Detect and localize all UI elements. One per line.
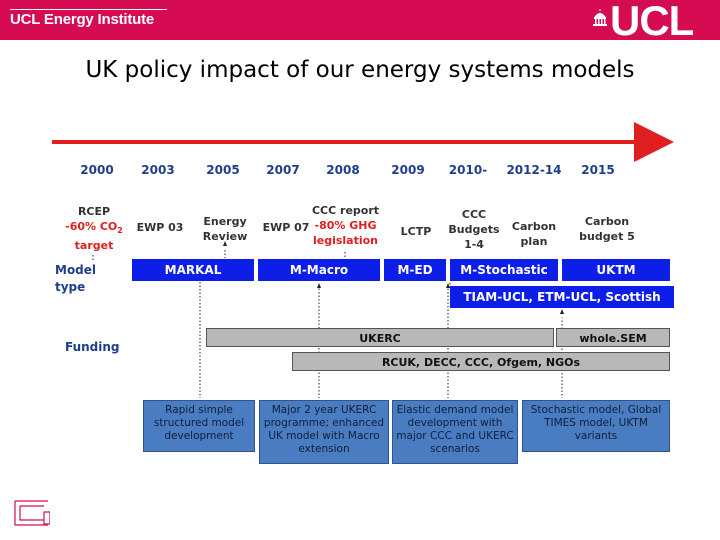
event-energy-review: Energy Review: [202, 215, 248, 243]
model-m-stochastic: M-Stochastic: [450, 259, 558, 281]
brand-underline: [10, 9, 167, 10]
funding-whole-sem: whole.SEM: [556, 328, 670, 347]
ucl-logo: UCL: [610, 0, 694, 44]
year-2000: 2000: [80, 163, 114, 177]
year-2015: 2015: [581, 163, 615, 177]
brand-name: UCL Energy Institute: [10, 11, 155, 28]
funding-rcuk-decc-ccc: RCUK, DECC, CCC, Ofgem, NGOs: [292, 352, 670, 371]
model-m-macro: M-Macro: [258, 259, 380, 281]
row-label-model-type: Model type: [55, 263, 97, 294]
year-2009: 2009: [391, 163, 425, 177]
row-label-funding: Funding: [65, 340, 120, 354]
event-rcep: RCEP -60% CO2 target: [65, 205, 123, 253]
desc-elastic-demand: Elastic demand model development with ma…: [392, 400, 518, 464]
event-carbon-plan: Carbon plan: [511, 220, 557, 248]
model-m-ed: M-ED: [384, 259, 446, 281]
year-2008: 2008: [326, 163, 360, 177]
event-ccc-report: CCC report -80% GHG legislation: [311, 204, 380, 247]
event-ccc-budgets: CCC Budgets 1-4: [448, 208, 500, 251]
portico-dome-icon: [593, 9, 607, 26]
year-2010: 2010-: [448, 163, 488, 177]
slide-title: UK policy impact of our energy systems m…: [85, 57, 635, 83]
year-2005: 2005: [206, 163, 240, 177]
desc-rapid-simple: Rapid simple structured model developmen…: [143, 400, 255, 452]
event-ewp03: EWP 03: [136, 221, 184, 234]
model-tiam-etm-times: TIAM-UCL, ETM-UCL, Scottish TIMES: [450, 286, 674, 326]
event-ewp07: EWP 07: [262, 221, 310, 234]
funding-ukerc: UKERC: [206, 328, 554, 347]
year-2012-14: 2012-14: [506, 163, 562, 177]
model-markal: MARKAL: [132, 259, 254, 281]
desc-major-ukerc: Major 2 year UKERC programme; enhanced U…: [259, 400, 389, 464]
model-uktm: UKTM: [562, 259, 670, 281]
corner-mark-icon: [14, 500, 50, 526]
header-bar: [0, 0, 720, 40]
year-2003: 2003: [141, 163, 175, 177]
desc-stochastic-global: Stochastic model, Global TIMES model, UK…: [522, 400, 670, 452]
year-2007: 2007: [266, 163, 300, 177]
event-carbon-budget-5: Carbon budget 5: [579, 215, 635, 243]
event-lctp: LCTP: [400, 225, 432, 238]
